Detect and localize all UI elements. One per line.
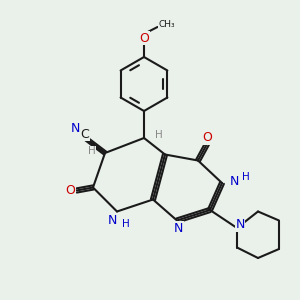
Text: N: N bbox=[108, 214, 117, 227]
Text: N: N bbox=[235, 218, 245, 232]
Text: H: H bbox=[155, 130, 163, 140]
Text: CH₃: CH₃ bbox=[159, 20, 176, 29]
Text: N: N bbox=[230, 175, 239, 188]
Text: C: C bbox=[80, 128, 89, 141]
Text: H: H bbox=[122, 219, 129, 229]
Text: H: H bbox=[88, 146, 95, 157]
Text: O: O bbox=[66, 184, 75, 197]
Text: H: H bbox=[242, 172, 249, 182]
Text: O: O bbox=[202, 131, 212, 144]
Text: N: N bbox=[70, 122, 80, 135]
Text: N: N bbox=[174, 221, 183, 235]
Text: O: O bbox=[139, 32, 149, 45]
